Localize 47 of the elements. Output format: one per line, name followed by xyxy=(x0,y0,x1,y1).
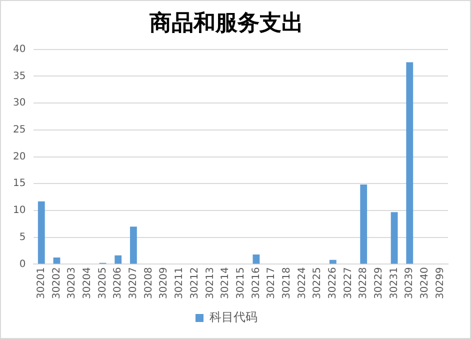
x-tick-label: 30231 xyxy=(388,267,400,299)
x-tick-label: 30240 xyxy=(420,267,431,299)
x-tick-label: 30227 xyxy=(342,267,354,299)
x-tick-label: 30201 xyxy=(36,267,47,299)
chart-title: 商品和服务支出 xyxy=(148,10,304,36)
y-tick-label: 10 xyxy=(12,205,26,216)
y-tick-label: 0 xyxy=(19,258,26,270)
y-tick-label: 20 xyxy=(12,151,26,162)
x-tick-label: 30224 xyxy=(296,267,308,299)
x-tick-label: 30229 xyxy=(374,267,385,299)
bar xyxy=(130,226,137,264)
legend-label: 科目代码 xyxy=(210,310,258,324)
x-tick-label: 30209 xyxy=(158,267,170,299)
x-tick-label: 30239 xyxy=(404,267,416,299)
bar xyxy=(406,62,414,264)
bar xyxy=(360,184,368,264)
x-tick-label: 30207 xyxy=(128,267,140,299)
bar xyxy=(38,201,45,264)
y-tick-label: 35 xyxy=(12,70,26,82)
x-tick-label: 30213 xyxy=(204,267,216,299)
x-tick-label: 30204 xyxy=(82,267,94,299)
x-tick-label: 30299 xyxy=(434,267,446,299)
x-tick-label: 30216 xyxy=(250,267,262,299)
x-tick-label: 30205 xyxy=(97,267,108,299)
y-tick-label: 25 xyxy=(12,124,26,136)
x-tick-label: 30202 xyxy=(51,267,62,299)
x-tick-label: 30211 xyxy=(174,267,186,299)
x-tick-label: 30215 xyxy=(235,267,246,299)
x-tick-label: 30212 xyxy=(189,267,200,299)
x-tick-label: 30217 xyxy=(266,267,278,299)
y-tick-label: 5 xyxy=(19,232,26,243)
x-tick-label: 30206 xyxy=(112,267,124,299)
bar xyxy=(252,254,260,264)
y-tick-label: 15 xyxy=(12,178,26,190)
bar xyxy=(114,255,122,264)
bar xyxy=(329,260,336,264)
bar xyxy=(390,212,398,264)
x-tick-label: 30214 xyxy=(220,267,232,299)
y-tick-label: 40 xyxy=(12,44,26,55)
x-tick-label: 30226 xyxy=(328,267,339,299)
bar xyxy=(53,257,60,264)
x-tick-label: 30225 xyxy=(312,267,324,299)
x-tick-label: 30228 xyxy=(358,267,370,299)
y-tick-label: 30 xyxy=(12,98,26,109)
x-tick-label: 30218 xyxy=(281,267,292,299)
x-tick-label: 30208 xyxy=(143,267,154,299)
x-tick-label: 30203 xyxy=(66,267,78,299)
